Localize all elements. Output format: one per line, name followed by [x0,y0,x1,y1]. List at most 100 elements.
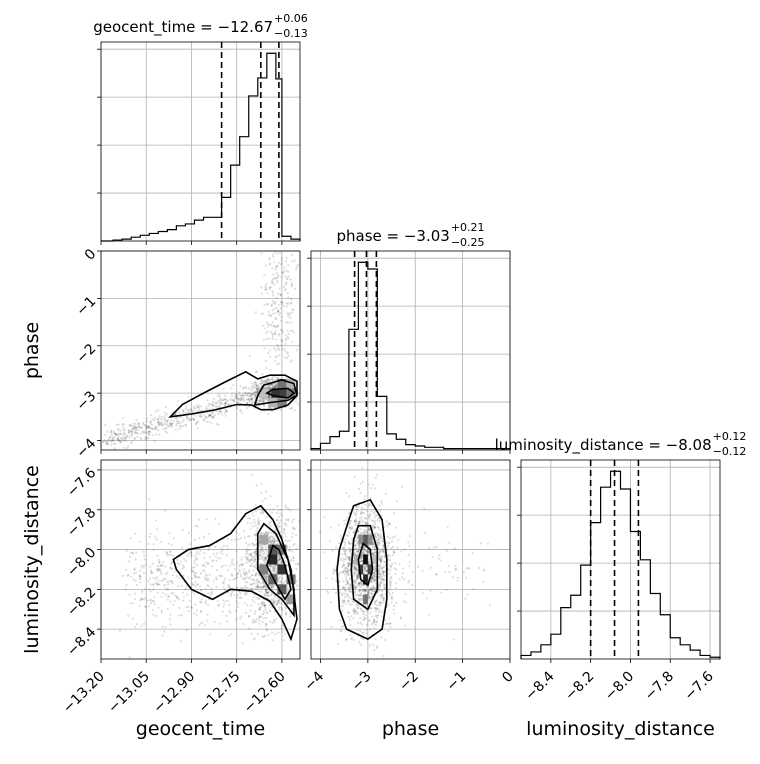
scatter-point [251,573,254,576]
scatter-point [367,545,371,548]
scatter-point [119,439,122,442]
scatter-point [258,607,261,610]
scatter-point [254,552,257,555]
scatter-point [273,540,276,543]
scatter-point [348,527,351,530]
scatter-point [269,495,272,498]
contour-outer [168,370,298,418]
xtick-label-phase: −3 [349,669,375,695]
scatter-point [128,656,131,659]
scatter-point [277,525,280,528]
scatter-point [381,589,384,593]
scatter-point [366,550,369,553]
scatter-point [354,567,357,570]
scatter-point [155,614,158,617]
scatter-point [218,399,222,402]
scatter-point [162,577,165,581]
scatter-point [380,601,383,604]
scatter-point [251,400,254,403]
scatter-point [267,378,270,381]
scatter-point [244,581,247,584]
scatter-point [257,384,261,388]
scatter-point [206,584,209,587]
scatter-point [365,569,368,572]
scatter-point [142,430,145,433]
scatter-point [277,559,280,562]
scatter-point [185,411,189,415]
title-geocent_time: geocent_time = −12.67 +0.06−0.13 [93,12,308,40]
scatter-point [256,399,260,402]
scatter-point [389,622,392,625]
scatter-point [356,583,359,586]
scatter-point [368,618,371,622]
scatter-point [273,541,276,544]
scatter-point [270,303,273,306]
scatter-point [373,574,376,577]
scatter-point [215,578,218,581]
scatter-point [267,413,270,416]
scatter-point [147,433,150,436]
scatter-point [263,552,266,555]
scatter-point [264,556,267,560]
scatter-point [210,422,213,425]
scatter-point [371,589,374,592]
scatter-point [164,423,167,426]
scatter-point [129,602,132,605]
scatter-point [364,566,367,569]
scatter-point [254,534,257,537]
contour-inner [265,387,296,399]
scatter-point [263,592,266,596]
scatter-point [284,260,288,263]
scatter-point [352,580,355,583]
scatter-point [249,558,252,562]
scatter-point [236,605,239,608]
scatter-point [248,627,251,630]
scatter-point [235,600,238,603]
scatter-point [285,356,289,360]
scatter-point [218,409,221,413]
scatter-point [149,577,152,580]
scatter-point [370,595,374,599]
scatter-point [267,594,271,597]
scatter-point [357,598,360,601]
scatter-point [253,521,256,524]
scatter-point [257,589,261,593]
scatter-point [273,307,276,310]
scatter-point [239,385,242,388]
scatter-point [482,568,485,571]
hist-frame-phase [310,250,511,451]
scatter-point [286,351,290,354]
scatter-point [291,329,294,332]
scatter-point [353,587,356,590]
scatter-point [393,535,396,538]
scatter-point [254,619,257,622]
scatter-point [192,612,196,615]
scatter-point [297,562,300,565]
scatter-point [210,410,214,413]
scatter-point [122,438,125,441]
scatter-point [294,400,298,404]
scatter-point [403,548,406,551]
scatter-point [269,368,272,371]
scatter-point [271,279,274,283]
scatter-point [279,294,283,297]
scatter-point [235,573,238,576]
scatter-point [428,546,431,550]
scatter-point [187,605,190,608]
scatter-point [352,583,356,586]
scatter-point [358,599,361,602]
scatter-point [373,565,376,568]
scatter-point [382,586,386,589]
scatter-point [244,386,248,389]
scatter-point [262,585,265,588]
scatter-point [228,579,231,582]
density-cell [268,544,278,555]
scatter-point [248,397,251,400]
scatter-point [170,592,173,595]
scatter-point [381,569,385,573]
xlabel-luminosity_distance: luminosity_distance [526,718,715,740]
scatter-point [488,604,492,607]
scatter-point [204,573,208,576]
scatter-point [191,570,194,573]
scatter-point [356,572,359,575]
